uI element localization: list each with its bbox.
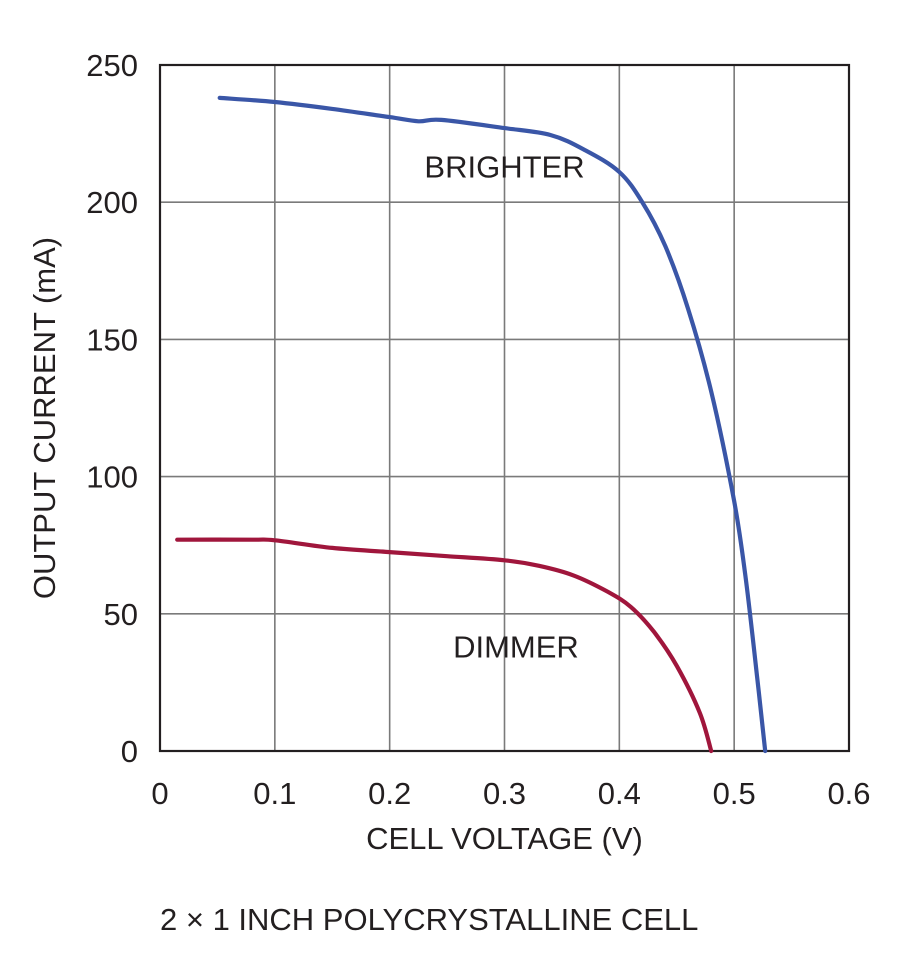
series-line-dimmer (175, 537, 714, 754)
x-tick-label: 0.3 (483, 776, 526, 811)
y-tick-labels: 0 50 100 150 200 250 (86, 48, 138, 769)
x-tick-label: 0.4 (598, 776, 641, 811)
plot-frame (158, 63, 851, 753)
x-axis-label: CELL VOLTAGE (V) (366, 821, 643, 856)
x-tick-label: 0 (151, 776, 168, 811)
y-tick-label: 150 (86, 322, 138, 357)
x-tick-label: 0.5 (713, 776, 756, 811)
series-annotations: BRIGHTER DIMMER (424, 150, 584, 665)
y-tick-label: 50 (104, 597, 138, 632)
series-label-brighter: BRIGHTER (424, 150, 584, 185)
series-label-dimmer: DIMMER (453, 630, 579, 665)
x-tick-label: 0.2 (368, 776, 411, 811)
y-tick-label: 0 (121, 734, 138, 769)
y-tick-label: 250 (86, 48, 138, 83)
series-group (175, 95, 768, 754)
chart-caption: 2 × 1 INCH POLYCRYSTALLINE CELL (160, 902, 698, 937)
series-line-brighter (217, 95, 768, 754)
y-axis-label: OUTPUT CURRENT (mA) (27, 237, 62, 599)
grid-lines (160, 65, 849, 751)
y-tick-label: 100 (86, 460, 138, 495)
y-tick-label: 200 (86, 185, 138, 220)
x-tick-label: 0.1 (253, 776, 296, 811)
x-tick-label: 0.6 (827, 776, 870, 811)
x-tick-labels: 0 0.1 0.2 0.3 0.4 0.5 0.6 (151, 776, 870, 811)
